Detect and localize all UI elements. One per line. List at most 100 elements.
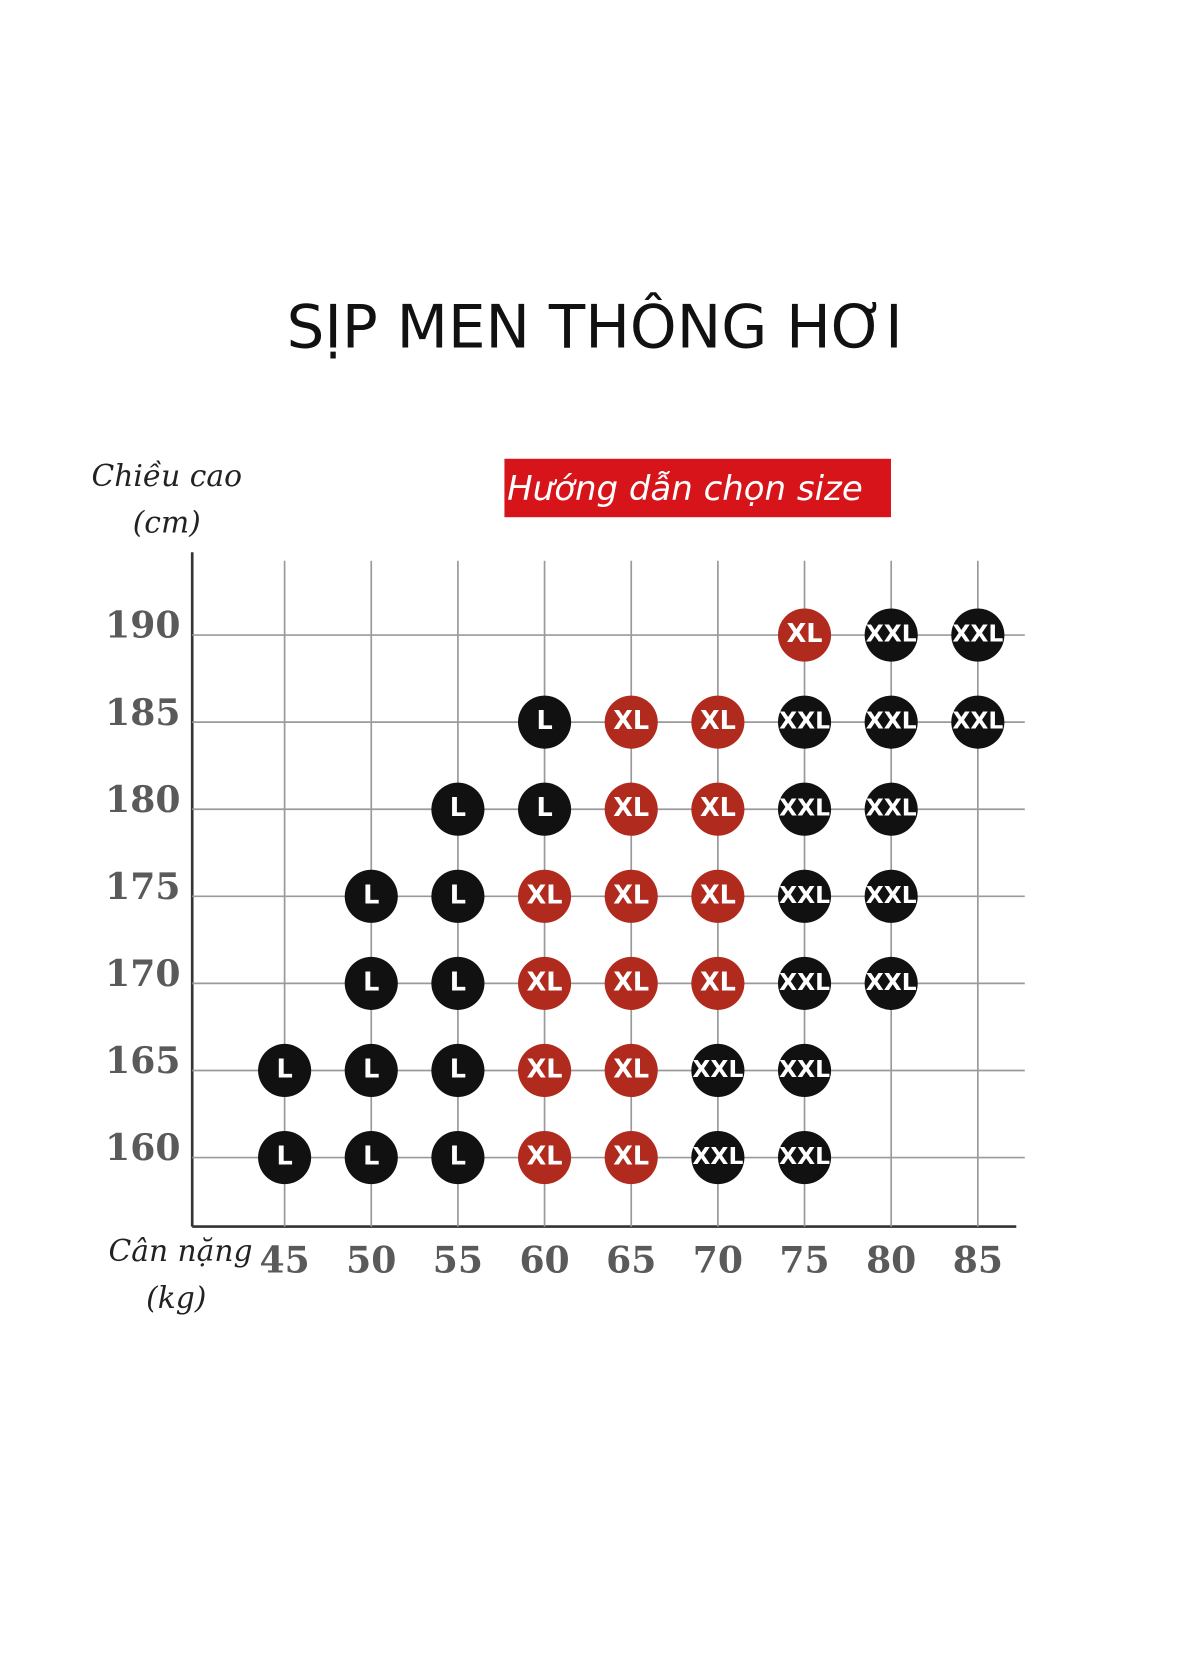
size-dot [344, 869, 398, 923]
size-label: XL [613, 967, 649, 997]
size-label: XXL [779, 794, 830, 822]
size-label: XL [527, 967, 563, 997]
x-tick-label: 70 [693, 1239, 743, 1282]
size-dot [691, 695, 745, 749]
size-dot [691, 956, 745, 1010]
size-label: XXL [866, 794, 917, 822]
size-dot [777, 869, 832, 923]
size-dot [431, 1043, 485, 1098]
size-label: XXL [952, 707, 1003, 735]
size-dot [951, 608, 1005, 662]
size-dot [777, 1043, 832, 1098]
y-tick-label: 170 [105, 952, 180, 995]
size-dot [518, 1131, 572, 1185]
size-dot [431, 956, 485, 1010]
size-label: L [276, 1142, 292, 1172]
size-dot [431, 782, 485, 836]
size-dot [777, 1131, 832, 1185]
size-dot [691, 1043, 745, 1098]
x-axis-label: (kg) [146, 1281, 206, 1316]
y-tick-label: 160 [105, 1126, 180, 1169]
size-label: L [363, 967, 379, 997]
size-label: XL [700, 706, 736, 736]
size-dot [258, 1043, 312, 1098]
size-dot [518, 869, 572, 923]
size-dot [604, 1043, 658, 1098]
size-label: XXL [692, 1055, 743, 1083]
size-dot [431, 869, 485, 923]
size-label: XXL [866, 881, 917, 909]
size-dot [604, 1131, 658, 1185]
size-dot [518, 695, 572, 749]
size-dot [258, 1131, 312, 1185]
size-label: XXL [779, 707, 830, 735]
size-label: L [363, 1142, 379, 1172]
size-label: XL [613, 880, 649, 910]
size-label: L [450, 1054, 466, 1084]
x-tick-label: 45 [259, 1239, 309, 1282]
x-tick-label: 80 [866, 1239, 916, 1282]
x-tick-label: 65 [606, 1239, 656, 1282]
size-dot [604, 782, 658, 836]
size-dot [777, 956, 832, 1010]
size-dot [604, 695, 658, 749]
size-label: XL [527, 1054, 563, 1084]
size-dot [691, 782, 745, 836]
x-tick-label: 50 [346, 1239, 396, 1282]
size-label: XXL [779, 881, 830, 909]
size-dot [864, 869, 918, 923]
size-label: XL [787, 619, 823, 649]
size-label: XXL [866, 968, 917, 996]
size-dot [518, 1043, 572, 1098]
x-tick-label: 85 [953, 1239, 1003, 1282]
y-axis-label: (cm) [133, 506, 201, 541]
size-label: XL [527, 880, 563, 910]
x-tick-label: 75 [779, 1239, 829, 1282]
size-dot [777, 782, 832, 836]
size-dot [864, 608, 918, 662]
size-dot [777, 695, 832, 749]
badge: Hướng dẫn chọn size [507, 469, 863, 509]
size-dot [344, 1131, 398, 1185]
x-tick-label: 55 [433, 1239, 483, 1282]
size-dot [691, 1131, 745, 1185]
size-dot [777, 608, 832, 662]
size-label: L [450, 967, 466, 997]
size-label: XL [613, 1142, 649, 1172]
size-label: XXL [779, 1142, 830, 1170]
size-dot [431, 1131, 485, 1185]
size-label: L [450, 1142, 466, 1172]
size-label: XL [700, 967, 736, 997]
size-label: XXL [692, 1142, 743, 1170]
y-tick-label: 185 [105, 691, 180, 734]
title: SỊP MEN THÔNG HƠI [287, 292, 903, 362]
size-label: XL [613, 706, 649, 736]
size-label: L [536, 706, 552, 736]
size-label: XL [613, 1054, 649, 1084]
size-dot [951, 695, 1005, 749]
x-axis-label: Cân nặng [108, 1234, 252, 1269]
size-label: L [450, 793, 466, 823]
size-label: L [276, 1054, 292, 1084]
size-dot [604, 869, 658, 923]
y-tick-label: 190 [105, 604, 180, 647]
size-label: XXL [779, 968, 830, 996]
size-dot [518, 956, 572, 1010]
size-label: XXL [779, 1055, 830, 1083]
size-label: XXL [952, 620, 1003, 648]
size-dot [518, 782, 572, 836]
x-tick-label: 60 [519, 1239, 569, 1282]
size-label: XXL [866, 620, 917, 648]
size-label: L [363, 1054, 379, 1084]
size-dot [864, 695, 918, 749]
size-dot [344, 956, 398, 1010]
size-dot [691, 869, 745, 923]
size-label: L [363, 880, 379, 910]
size-label: L [536, 793, 552, 823]
size-label: XL [700, 793, 736, 823]
size-dot [864, 782, 918, 836]
y-axis-label: Chiều cao [91, 459, 242, 494]
size-label: XL [527, 1142, 563, 1172]
size-label: L [450, 880, 466, 910]
